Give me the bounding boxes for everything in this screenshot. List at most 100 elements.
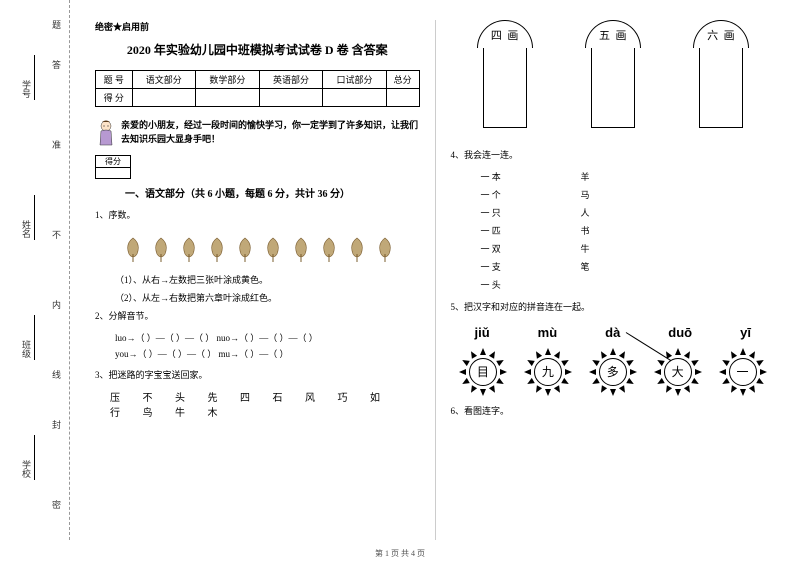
match-item: 一 本 (481, 168, 581, 186)
sun-icon: 大 (656, 350, 700, 394)
match-item: 一 个 (481, 186, 581, 204)
td (386, 89, 419, 107)
q2-line2: you→（ ）—（ ）—（ ） mu→（ ）—（ ） (115, 346, 420, 362)
tablet-main: 四 (491, 27, 502, 43)
match-grid: 一 本 一 个 一 只 一 匹 一 双 一 支 一 头 羊 马 人 书 牛 笔 (481, 168, 776, 294)
q2-line1: luo→（ ）—（ ）—（ ） nuo→（ ）—（ ）—（ ） (115, 330, 420, 346)
binding-label-class: 班级 (20, 340, 33, 358)
binding-marker: 密 (50, 500, 63, 512)
left-column: 绝密★启用前 2020 年实验幼儿园中班模拟考试试卷 D 卷 含答案 题 号 语… (80, 20, 436, 540)
page-footer: 第 1 页 共 4 页 (0, 548, 800, 559)
td (196, 89, 260, 107)
exam-title: 2020 年实验幼儿园中班模拟考试试卷 D 卷 含答案 (95, 41, 420, 58)
binding-line (34, 55, 35, 100)
match-item: 羊 (581, 168, 681, 186)
tablet-5: 五 画 (583, 20, 643, 130)
q1-sub1: （1）、从右→左数把三张叶涂成黄色。 (115, 273, 420, 286)
tablet-sub: 画 (507, 27, 518, 43)
q3: 3、把迷路的字宝宝送回家。 (95, 368, 420, 382)
sun-char: 多 (599, 358, 627, 386)
sun-icon: 目 (461, 350, 505, 394)
binding-marker: 不 (50, 230, 63, 242)
score-table: 题 号 语文部分 数学部分 英语部分 口试部分 总分 得 分 (95, 70, 420, 107)
q1: 1、序数。 (95, 208, 420, 222)
tablet-sub: 画 (615, 27, 626, 43)
match-item: 牛 (581, 240, 681, 258)
pinyin-row: jiǔ mù dà duō yī (451, 325, 776, 340)
match-item: 一 双 (481, 240, 581, 258)
th: 题 号 (96, 71, 133, 89)
binding-marker: 准 (50, 140, 63, 152)
binding-marker: 线 (50, 370, 63, 382)
binding-label-name: 姓名 (20, 220, 33, 238)
sun-char: 大 (664, 358, 692, 386)
td (259, 89, 323, 107)
tablet-6: 六 画 (691, 20, 751, 130)
tablet-main: 五 (599, 27, 610, 43)
greeting-text: 亲爱的小朋友，经过一段时间的愉快学习，你一定学到了许多知识，让我们去知识乐园大显… (121, 119, 420, 146)
match-item: 一 匹 (481, 222, 581, 240)
binding-label-school: 学校 (20, 460, 33, 478)
match-item: 人 (581, 204, 681, 222)
td (323, 89, 387, 107)
tablet-body (483, 48, 527, 128)
binding-marker: 题 (50, 20, 63, 32)
binding-label-xuehao: 学号 (20, 80, 33, 98)
pinyin: duō (668, 325, 692, 340)
q6: 6、看图连字。 (451, 404, 776, 418)
section-title: 一、语文部分（共 6 小题，每题 6 分，共计 36 分） (95, 185, 420, 200)
page-content: 绝密★启用前 2020 年实验幼儿园中班模拟考试试卷 D 卷 含答案 题 号 语… (80, 20, 790, 540)
match-col-right: 羊 马 人 书 牛 笔 (581, 168, 681, 294)
match-item: 书 (581, 222, 681, 240)
doll-icon (95, 119, 117, 147)
match-col-left: 一 本 一 个 一 只 一 匹 一 双 一 支 一 头 (481, 168, 581, 294)
sun-icon: 多 (591, 350, 635, 394)
q3-chars: 压 不 头 先 四 石 风 巧 如 行 鸟 牛 木 (110, 389, 420, 419)
tablet-main: 六 (707, 27, 718, 43)
score-box-label: 得分 (96, 156, 130, 168)
td (132, 89, 196, 107)
tablet-4: 四 画 (475, 20, 535, 130)
right-column: 四 画 五 画 六 画 4、我会连一连。 (436, 20, 791, 540)
tablets-area: 四 画 五 画 六 画 (451, 20, 776, 130)
tablet-head: 六 画 (693, 20, 749, 48)
tablet-head: 四 画 (477, 20, 533, 48)
match-item: 马 (581, 186, 681, 204)
match-item: 笔 (581, 258, 681, 276)
th: 总分 (386, 71, 419, 89)
confidential-label: 绝密★启用前 (95, 20, 420, 33)
th: 语文部分 (132, 71, 196, 89)
match-item: 一 头 (481, 276, 581, 294)
th: 口试部分 (323, 71, 387, 89)
pinyin: dà (605, 325, 620, 340)
th: 数学部分 (196, 71, 260, 89)
tablet-head: 五 画 (585, 20, 641, 48)
binding-line (34, 315, 35, 360)
td: 得 分 (96, 89, 133, 107)
table-row: 题 号 语文部分 数学部分 英语部分 口试部分 总分 (96, 71, 420, 89)
binding-line (34, 435, 35, 480)
q1-sub2: （2）、从左→右数把第六章叶涂成红色。 (115, 291, 420, 304)
tablet-body (699, 48, 743, 128)
suns-row: 目 九 多 大 一 (451, 350, 776, 394)
sun-char: 一 (729, 358, 757, 386)
tablet-sub: 画 (724, 27, 735, 43)
pinyin: yī (740, 325, 751, 340)
sun-icon: 一 (721, 350, 765, 394)
greeting-section: 亲爱的小朋友，经过一段时间的愉快学习，你一定学到了许多知识，让我们去知识乐园大显… (95, 119, 420, 147)
binding-margin: 题 答 学号 准 姓名 不 内 班级 线 封 学校 密 (0, 0, 70, 540)
leaves-icon (115, 234, 395, 264)
binding-line (34, 195, 35, 240)
th: 英语部分 (259, 71, 323, 89)
binding-marker: 答 (50, 60, 63, 72)
tablet-body (591, 48, 635, 128)
q5: 5、把汉字和对应的拼音连在一起。 (451, 300, 776, 314)
pinyin: mù (538, 325, 558, 340)
binding-marker: 内 (50, 300, 63, 312)
score-box: 得分 (95, 155, 131, 179)
q4: 4、我会连一连。 (451, 148, 776, 162)
match-item: 一 支 (481, 258, 581, 276)
sun-char: 目 (469, 358, 497, 386)
table-row: 得 分 (96, 89, 420, 107)
binding-marker: 封 (50, 420, 63, 432)
